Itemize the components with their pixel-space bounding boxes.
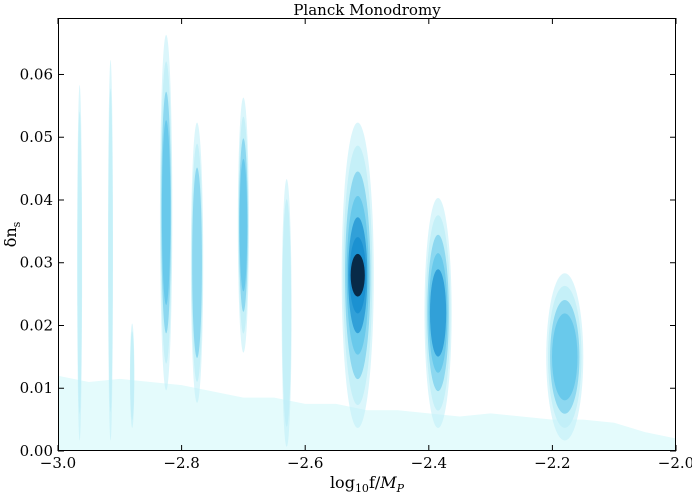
ridge-10-contour-4 — [552, 313, 578, 401]
x-tick-label: −2.0 — [658, 454, 692, 472]
x-axis-title-var: M — [379, 473, 397, 492]
y-axis-title: δns — [1, 221, 23, 247]
x-axis-title-base: log — [330, 473, 355, 492]
x-axis-title: log10f/MP — [330, 473, 405, 495]
ridge-1 — [77, 85, 83, 441]
x-tick-label: −2.2 — [534, 454, 570, 472]
ridge-5-contour-3 — [192, 167, 202, 358]
y-tick-label: 0.06 — [20, 65, 53, 83]
ridge-6-contour-4 — [239, 158, 248, 292]
y-tick-label: 0.03 — [20, 254, 53, 272]
ridge-10 — [546, 273, 584, 441]
baseline-band — [58, 375, 676, 451]
ridge-1-contour-2 — [77, 111, 82, 414]
ridge-4-contour-4 — [161, 120, 171, 305]
x-tick-label: −2.8 — [163, 454, 199, 472]
x-axis-title-sub: 10 — [355, 482, 369, 495]
ridge-9 — [424, 197, 452, 428]
x-axis-title-mid: f/ — [369, 473, 381, 492]
y-tick-label: 0.04 — [20, 191, 53, 209]
ridge-5 — [190, 122, 204, 403]
y-tick-label: 0.00 — [20, 442, 53, 460]
chart-title: Planck Monodromy — [293, 1, 441, 19]
plot-frame — [58, 18, 676, 451]
y-axis-title-base: δn — [1, 227, 20, 247]
y-tick-label: 0.05 — [20, 128, 53, 146]
x-tick-label: −2.6 — [287, 454, 323, 472]
ridge-2 — [108, 59, 114, 441]
ridge-layer — [77, 34, 584, 447]
ridge-4 — [159, 34, 173, 391]
x-tick-label: −2.4 — [411, 454, 447, 472]
ridge-3-contour-2 — [130, 331, 135, 421]
x-axis-title-var-sub: P — [396, 482, 405, 495]
y-tick-label: 0.01 — [20, 379, 53, 397]
ridge-9-contour-5 — [429, 269, 447, 357]
x-axis: −3.0 −2.8 −2.6 −2.4 −2.2 −2.0 — [40, 18, 692, 472]
y-axis: 0.00 0.01 0.02 0.03 0.04 0.05 0.06 — [20, 65, 676, 460]
y-axis-title-sub: s — [10, 221, 23, 227]
ridge-8-contour-7 — [350, 253, 365, 297]
ridge-8 — [341, 122, 374, 428]
ridge-2-contour-2 — [108, 88, 113, 412]
ridge-7 — [281, 179, 292, 447]
ridge-6 — [237, 97, 249, 353]
ridge-7-contour-2 — [282, 199, 292, 427]
y-tick-label: 0.02 — [20, 316, 53, 334]
ridge-3 — [129, 323, 135, 428]
baseline-layer — [58, 375, 676, 451]
x-tick-label: −3.0 — [40, 454, 76, 472]
